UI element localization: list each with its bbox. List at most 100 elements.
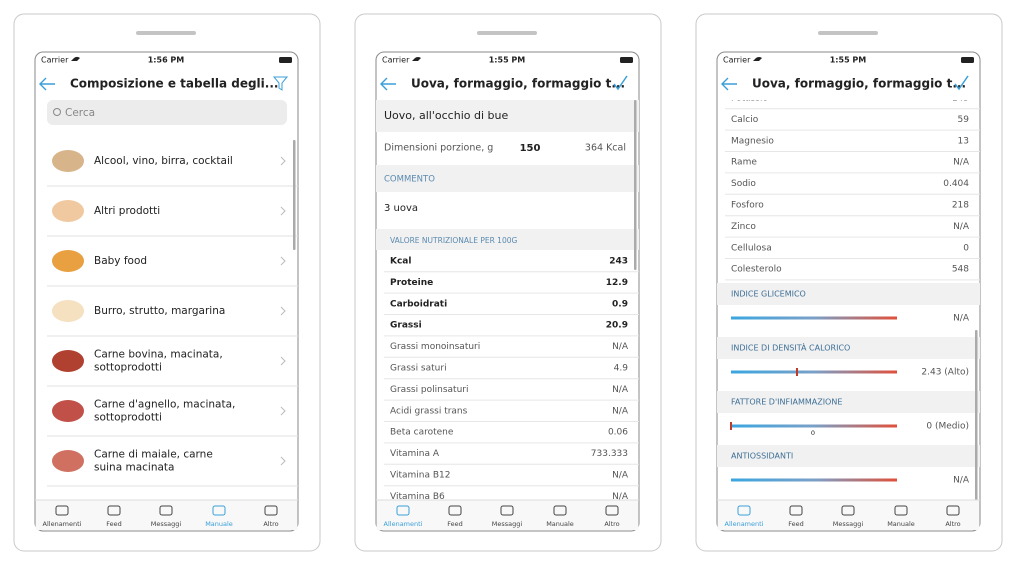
speaker [477,31,537,35]
detail: Potassio 145 Calcio 59 Magnesio 13 Rame N/A Sodi… [717,94,980,486]
chevron [280,406,286,416]
tab-bar: Allenamenti Feed Messaggi Manuale Altro [717,499,980,530]
tab-label: Allenamenti [725,520,764,528]
tab[interactable]: Allenamenti [43,505,82,528]
filter-button[interactable] [272,76,289,91]
item-icon [52,250,84,272]
speaker [818,31,878,35]
tab[interactable]: Manuale [205,505,233,528]
content: Uovo, all'occhio di bue Dimensioni porzio… [376,100,639,502]
portion-grams[interactable]: 150 [520,143,541,154]
item-label: Altri prodotti [94,205,160,217]
nutrient-value: 0.06 [608,428,628,438]
nutrient-name: Vitamina B6 [390,492,445,502]
list-item[interactable]: Burro, strutto, margarina [47,300,298,337]
index-marker [796,368,798,376]
tab-icon [448,505,462,516]
section-band [717,391,980,413]
nutrient-name: Grassi saturi [390,364,447,374]
list-item[interactable]: Carne bovina, macinata,sottoprodotti [47,349,298,387]
tab-label: Feed [788,520,804,528]
time: 1:55 PM [489,56,526,65]
portion-kcal: 364 Kcal [585,143,626,154]
confirm-button[interactable] [613,75,628,91]
tab[interactable]: Manuale [887,505,915,528]
tab[interactable]: Altro [604,505,620,528]
back-button[interactable] [39,77,55,91]
tab-bar: Allenamenti Feed Messaggi Manuale Altro [376,499,639,530]
chevron [280,256,286,266]
chevron [280,456,286,466]
tab[interactable]: Altro [263,505,279,528]
tab[interactable]: Messaggi [492,505,523,528]
nutrient-name: Rame [731,158,757,168]
list-item[interactable]: Baby food [47,250,298,287]
nutrient-name: Cellulosa [731,243,772,253]
nutrient-value: 4.9 [614,364,629,374]
content: Potassio 145 Calcio 59 Magnesio 13 Rame N/A Sodi… [717,94,980,500]
tab[interactable]: Feed [106,505,122,528]
tab-bar: Allenamenti Feed Messaggi Manuale Altro [35,499,298,530]
chevron [280,156,286,166]
tab[interactable]: Altro [945,505,961,528]
tab-label: Messaggi [492,520,523,528]
tab-label: Feed [106,520,122,528]
search-field[interactable] [47,100,287,125]
back-button[interactable] [721,77,737,91]
tab[interactable]: Manuale [546,505,574,528]
nutrient-name: Calcio [731,115,759,125]
tab-label: Manuale [546,520,574,528]
index-bar [731,478,897,482]
tab-label: Messaggi [151,520,182,528]
nutrient-value: N/A [953,222,970,232]
tab-icon [894,505,908,516]
screen [34,51,299,532]
item-label: Carne d'agnello, macinata, [94,399,235,411]
tab-icon [553,505,567,516]
battery [620,57,633,63]
wifi-icon [71,56,80,61]
tab[interactable]: Feed [788,505,804,528]
back-button[interactable] [380,77,396,91]
battery [961,57,974,63]
index-value: N/A [953,314,970,324]
item-icon [52,200,84,222]
nutrient-value: 218 [952,201,969,211]
item-icon [52,450,84,472]
nutrient-name: Grassi [390,321,422,331]
content: Cerca Alcool, vino, birra, cocktail Altri … [47,100,298,487]
tab[interactable]: Allenamenti [725,505,764,528]
tab-label: Altro [604,520,619,528]
tab-label: Messaggi [833,520,864,528]
tab[interactable]: Messaggi [151,505,182,528]
scrollbar [634,100,637,270]
tab-icon [841,505,855,516]
list-item[interactable]: Alcool, vino, birra, cocktail [47,150,298,187]
tab[interactable]: Feed [447,505,463,528]
list-item[interactable]: Altri prodotti [47,200,298,237]
tab-icon [264,505,278,516]
time: 1:55 PM [830,56,867,65]
item-label: Carne di maiale, carne [94,449,213,461]
tab-label: Altro [945,520,960,528]
tab[interactable]: Messaggi [833,505,864,528]
tab-icon [737,505,751,516]
wifi-icon [412,56,421,61]
confirm-button[interactable] [954,75,969,91]
tab[interactable]: Allenamenti [384,505,423,528]
index-value: 2.43 (Alto) [921,368,969,378]
tab-icon [55,505,69,516]
detail: Uovo, all'occhio di bue Dimensioni porzio… [376,100,639,502]
tab-icon [396,505,410,516]
carrier: Carrier [41,56,69,65]
nutrient-value: 733.333 [591,449,628,459]
item-icon [52,350,84,372]
list-item[interactable]: Carne d'agnello, macinata,sottoprodotti [47,399,298,437]
nutrient-name: Sodio [731,179,756,189]
nutrient-name: Acidi grassi trans [390,406,468,416]
nutrient-name: Potassio [731,94,769,104]
item-label: sottoprodotti [94,412,162,424]
index-bar [731,424,897,428]
tab-label: Allenamenti [384,520,423,528]
